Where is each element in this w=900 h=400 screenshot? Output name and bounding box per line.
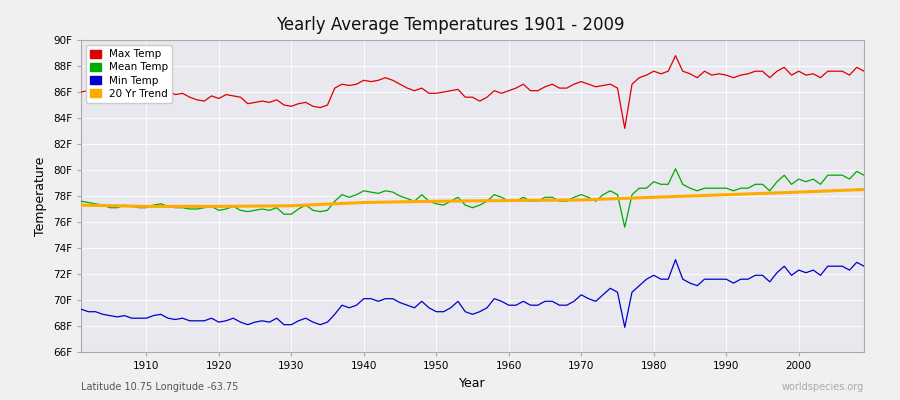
Line: Max Temp: Max Temp xyxy=(81,56,864,128)
20 Yr Trend xyxy=(794,190,805,194)
Min Temp xyxy=(619,325,630,330)
Mean Temp xyxy=(619,225,630,230)
Min Temp xyxy=(590,299,601,304)
Min Temp xyxy=(670,257,681,262)
Max Temp xyxy=(76,90,86,94)
Max Temp xyxy=(503,88,514,93)
Min Temp xyxy=(76,307,86,312)
Min Temp xyxy=(859,264,869,269)
20 Yr Trend xyxy=(286,203,297,208)
Max Temp xyxy=(619,126,630,131)
Max Temp xyxy=(337,82,347,87)
Mean Temp xyxy=(293,206,304,211)
Text: worldspecies.org: worldspecies.org xyxy=(782,382,864,392)
Y-axis label: Temperature: Temperature xyxy=(34,156,48,236)
20 Yr Trend xyxy=(503,198,514,203)
20 Yr Trend xyxy=(213,204,224,209)
Mean Temp xyxy=(859,173,869,178)
Mean Temp xyxy=(133,205,144,210)
Mean Temp xyxy=(503,199,514,204)
Mean Temp xyxy=(76,199,86,204)
X-axis label: Year: Year xyxy=(459,376,486,390)
20 Yr Trend xyxy=(76,203,86,208)
Mean Temp xyxy=(670,166,681,171)
Min Temp xyxy=(496,299,507,304)
Text: Yearly Average Temperatures 1901 - 2009: Yearly Average Temperatures 1901 - 2009 xyxy=(275,16,625,34)
Max Temp xyxy=(133,96,144,101)
Max Temp xyxy=(859,69,869,74)
Min Temp xyxy=(503,303,514,308)
Line: 20 Yr Trend: 20 Yr Trend xyxy=(81,190,864,206)
20 Yr Trend xyxy=(648,195,659,200)
Mean Temp xyxy=(590,199,601,204)
20 Yr Trend xyxy=(721,192,732,197)
Max Temp xyxy=(670,53,681,58)
Min Temp xyxy=(293,318,304,323)
Max Temp xyxy=(496,91,507,96)
Mean Temp xyxy=(337,192,347,197)
Legend: Max Temp, Mean Temp, Min Temp, 20 Yr Trend: Max Temp, Mean Temp, Min Temp, 20 Yr Tre… xyxy=(86,45,173,103)
20 Yr Trend xyxy=(358,200,369,205)
Max Temp xyxy=(590,84,601,89)
Min Temp xyxy=(337,303,347,308)
20 Yr Trend xyxy=(140,204,151,209)
Max Temp xyxy=(293,101,304,106)
Mean Temp xyxy=(496,195,507,200)
Text: Latitude 10.75 Longitude -63.75: Latitude 10.75 Longitude -63.75 xyxy=(81,382,239,392)
20 Yr Trend xyxy=(576,198,587,202)
20 Yr Trend xyxy=(859,187,869,192)
20 Yr Trend xyxy=(431,199,442,204)
Line: Mean Temp: Mean Temp xyxy=(81,169,864,227)
Min Temp xyxy=(133,316,144,321)
Line: Min Temp: Min Temp xyxy=(81,260,864,327)
